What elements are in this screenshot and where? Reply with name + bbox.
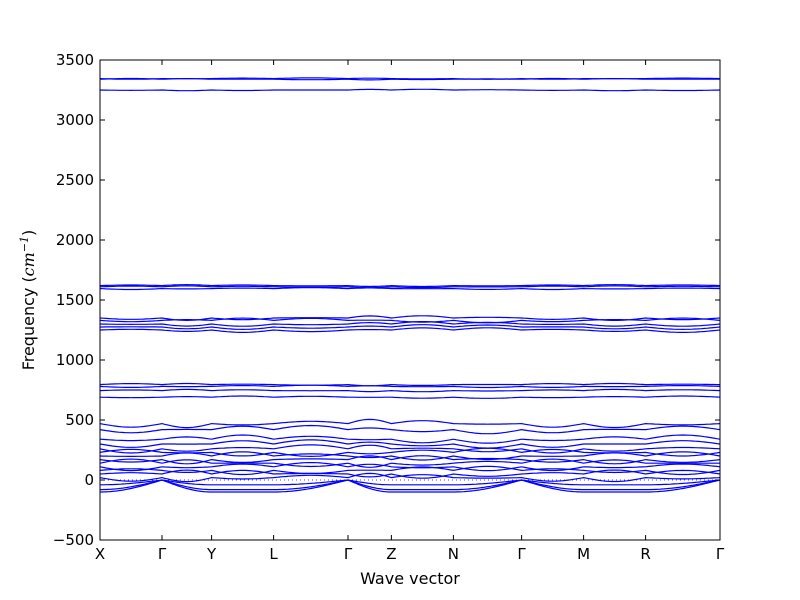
x-axis-label: Wave vector bbox=[360, 569, 460, 588]
x-tick-label: Γ bbox=[158, 545, 167, 563]
x-tick-label: Γ bbox=[344, 545, 353, 563]
y-tick-label: 0 bbox=[84, 471, 94, 489]
y-axis-label: Frequency (cm−1) bbox=[18, 230, 38, 371]
x-tick-label: M bbox=[577, 545, 590, 563]
x-tick-label: Γ bbox=[716, 545, 725, 563]
y-tick-label: 1000 bbox=[56, 351, 94, 369]
y-tick-label: 2500 bbox=[56, 171, 94, 189]
band-line-mid_750 bbox=[99, 388, 721, 393]
band-line-mid_1300 bbox=[99, 315, 721, 322]
y-tick-label: −500 bbox=[53, 531, 94, 549]
y-tick-label: 3500 bbox=[56, 51, 94, 69]
band-line-low_optical bbox=[99, 434, 721, 444]
band-line-mid_1300 bbox=[99, 317, 721, 324]
x-tick-label: Γ bbox=[517, 545, 526, 563]
x-tick-label: N bbox=[448, 545, 459, 563]
band-line-mid_1600 bbox=[99, 285, 721, 289]
x-tick-label: Z bbox=[386, 545, 396, 563]
acoustic-band-line bbox=[100, 479, 721, 493]
x-tick-label: Y bbox=[206, 545, 217, 563]
y-tick-label: 2000 bbox=[56, 231, 94, 249]
band-line-high bbox=[99, 88, 721, 92]
band-line-low_optical bbox=[99, 447, 721, 458]
x-tick-label: L bbox=[269, 545, 278, 563]
band-line-mid_750 bbox=[99, 384, 721, 389]
y-tick-label: 1500 bbox=[56, 291, 94, 309]
x-tick-label: X bbox=[95, 545, 105, 563]
band-line-high bbox=[99, 77, 721, 80]
x-tick-label: R bbox=[640, 545, 650, 563]
band-line-low_optical bbox=[99, 472, 721, 483]
y-axis-ticks: −500 0 500 1000 1500 2000 2500 3000 3500 bbox=[53, 51, 720, 549]
band-line-mid_1600 bbox=[99, 283, 721, 288]
band-line-low_optical bbox=[99, 418, 721, 429]
y-axis-label-exponent: −1 bbox=[18, 236, 31, 252]
band-line-low_optical bbox=[99, 444, 721, 454]
band-line-low_optical bbox=[99, 462, 721, 472]
band-line-mid_750 bbox=[99, 382, 720, 387]
band-line-low_optical bbox=[99, 424, 721, 435]
acoustic-band-line bbox=[100, 479, 721, 486]
band-line-mid_1300 bbox=[100, 324, 721, 331]
band-line-mid_750 bbox=[99, 395, 721, 399]
band-line-mid_1300 bbox=[99, 327, 721, 333]
y-axis-label-suffix: ) bbox=[19, 230, 38, 236]
y-axis-label-unit: cm bbox=[19, 252, 38, 276]
band-line-low_optical bbox=[99, 439, 721, 449]
y-tick-label: 3000 bbox=[56, 111, 94, 129]
bands-layer bbox=[99, 77, 721, 493]
y-axis-label-prefix: Frequency ( bbox=[19, 276, 38, 370]
band-line-low_optical bbox=[99, 469, 721, 479]
y-tick-label: 500 bbox=[65, 411, 94, 429]
band-line-low_optical bbox=[99, 455, 721, 465]
band-line-mid_1600 bbox=[99, 286, 721, 291]
acoustic-band-line bbox=[100, 479, 721, 491]
